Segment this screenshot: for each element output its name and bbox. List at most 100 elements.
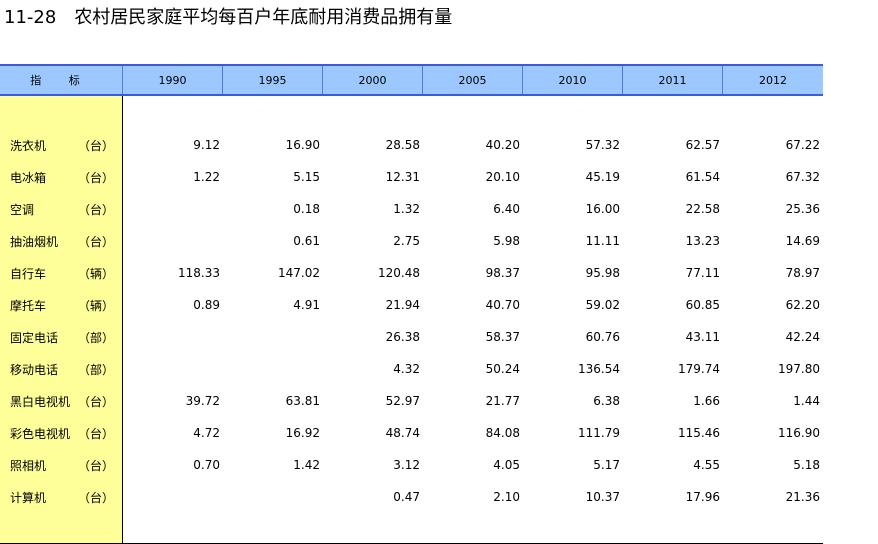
row-label: 摩托车 （辆）: [0, 297, 123, 314]
indicator-column: [0, 96, 123, 544]
value-cell: 16.92: [285, 426, 320, 440]
value-cell: 9.12: [193, 138, 220, 152]
value-cell: 20.10: [485, 170, 520, 184]
value-cell: 21.36: [785, 490, 820, 504]
value-cell: 25.36: [785, 202, 820, 216]
row-label: 固定电话 （部）: [0, 329, 123, 346]
header-year: 1995: [223, 66, 323, 94]
value-cell: 5.98: [493, 234, 520, 248]
header-year: 2012: [759, 73, 787, 87]
value-cell: 16.90: [285, 138, 320, 152]
row-label: 照相机 （台）: [0, 457, 123, 474]
data-table: 指 标 1990 1995 2000 2005 2010 2011 2012 洗…: [0, 64, 823, 544]
value-cell: 63.81: [285, 394, 320, 408]
value-cell: 77.11: [685, 266, 720, 280]
value-cell: 61.54: [685, 170, 720, 184]
header-year: 2010: [523, 66, 623, 94]
value-cell: 1.42: [293, 458, 320, 472]
table-number: 11-28: [4, 7, 57, 28]
value-cell: 1.44: [793, 394, 820, 408]
value-cell: 4.91: [293, 298, 320, 312]
table-row: 抽油烟机 （台） 0.61 2.75 5.98 11.11 13.23 14.69: [0, 225, 823, 257]
table-row: 计算机 （台） 0.47 2.10 10.37 17.96 21.36: [0, 481, 823, 513]
table-row: 彩色电视机 （台） 4.72 16.92 48.74 84.08 111.79 115.46 1…: [0, 417, 823, 449]
value-cell: 0.70: [193, 458, 220, 472]
value-cell: 40.20: [485, 138, 520, 152]
value-cell: 59.02: [585, 298, 620, 312]
table-row: 移动电话 （部） 4.32 50.24 136.54 179.74 197.80: [0, 353, 823, 385]
item-unit: （辆）: [78, 298, 115, 313]
table-row: 照相机 （台） 0.70 1.42 3.12 4.05 5.17 4.55 5.18: [0, 449, 823, 481]
row-label: 空调 （台）: [0, 201, 123, 218]
value-cell: 13.23: [685, 234, 720, 248]
item-name: 黑白电视机: [10, 394, 71, 409]
value-cell: 1.66: [693, 394, 720, 408]
value-cell: 2.75: [393, 234, 420, 248]
item-unit: （台）: [78, 394, 115, 409]
item-name: 电冰箱: [10, 170, 47, 185]
item-unit: （台）: [78, 234, 115, 249]
item-name: 摩托车: [10, 298, 47, 313]
value-cell: 52.97: [385, 394, 420, 408]
item-unit: （台）: [78, 426, 115, 441]
value-cell: 118.33: [178, 266, 220, 280]
value-cell: 4.72: [193, 426, 220, 440]
value-cell: 120.48: [378, 266, 420, 280]
value-cell: 1.32: [393, 202, 420, 216]
value-cell: 3.12: [393, 458, 420, 472]
header-year: 1990: [123, 66, 223, 94]
value-cell: 111.79: [578, 426, 620, 440]
value-cell: 67.22: [785, 138, 820, 152]
value-cell: 4.55: [693, 458, 720, 472]
value-cell: 48.74: [385, 426, 420, 440]
table-row: 洗衣机 （台） 9.12 16.90 28.58 40.20 57.32 62.57 67.22: [0, 129, 823, 161]
value-cell: 67.32: [785, 170, 820, 184]
value-cell: 39.72: [185, 394, 220, 408]
value-cell: 115.46: [678, 426, 720, 440]
value-cell: 14.69: [785, 234, 820, 248]
value-cell: 84.08: [485, 426, 520, 440]
value-cell: 147.02: [278, 266, 320, 280]
row-label: 移动电话 （部）: [0, 361, 123, 378]
table-row: 摩托车 （辆） 0.89 4.91 21.94 40.70 59.02 60.85 62.20: [0, 289, 823, 321]
value-cell: 1.22: [193, 170, 220, 184]
value-cell: 43.11: [685, 330, 720, 344]
value-cell: 4.32: [393, 362, 420, 376]
value-cell: 21.77: [485, 394, 520, 408]
value-cell: 28.58: [385, 138, 420, 152]
value-cell: 42.24: [785, 330, 820, 344]
item-name: 移动电话: [10, 362, 59, 377]
value-cell: 21.94: [385, 298, 420, 312]
value-cell: 26.38: [385, 330, 420, 344]
value-cell: 60.85: [685, 298, 720, 312]
value-cell: 22.58: [685, 202, 720, 216]
value-cell: 45.19: [585, 170, 620, 184]
row-label: 自行车 （辆）: [0, 265, 123, 282]
value-cell: 78.97: [785, 266, 820, 280]
value-cell: 40.70: [485, 298, 520, 312]
value-cell: 0.18: [293, 202, 320, 216]
value-cell: 179.74: [678, 362, 720, 376]
header-indicator: 指 标: [0, 66, 123, 94]
item-name: 计算机: [10, 490, 47, 505]
row-label: 抽油烟机 （台）: [0, 233, 123, 250]
item-unit: （台）: [78, 490, 115, 505]
table-title: 农村居民家庭平均每百户年底耐用消费品拥有量: [74, 7, 453, 28]
item-name: 抽油烟机: [10, 234, 59, 249]
page-title: 11-28 农村居民家庭平均每百户年底耐用消费品拥有量: [4, 4, 452, 32]
value-cell: 60.76: [585, 330, 620, 344]
value-cell: 4.05: [493, 458, 520, 472]
header-year: 2005: [423, 66, 523, 94]
item-unit: （部）: [78, 330, 115, 345]
value-cell: 0.61: [293, 234, 320, 248]
value-cell: 2.10: [493, 490, 520, 504]
value-cell: 6.38: [593, 394, 620, 408]
header-year: 2011: [623, 66, 723, 94]
value-cell: 17.96: [685, 490, 720, 504]
item-name: 照相机: [10, 458, 47, 473]
row-label: 计算机 （台）: [0, 489, 123, 506]
item-name: 彩色电视机: [10, 426, 71, 441]
value-cell: 12.31: [385, 170, 420, 184]
value-cell: 11.11: [585, 234, 620, 248]
value-cell: 16.00: [585, 202, 620, 216]
